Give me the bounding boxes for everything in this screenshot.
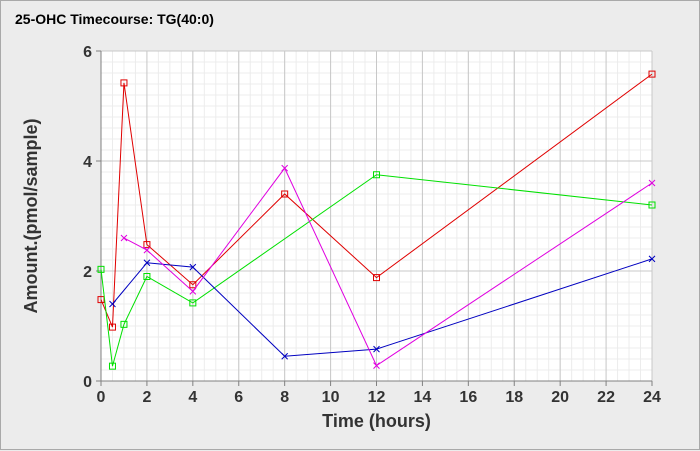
data-point <box>648 255 656 263</box>
x-tick-label: 14 <box>414 389 432 406</box>
y-axis-label: Amount.(pmol/sample) <box>21 118 41 313</box>
x-tick-label: 2 <box>142 389 151 406</box>
data-point <box>648 179 656 187</box>
x-tick-label: 12 <box>368 389 386 406</box>
data-point <box>109 300 116 308</box>
x-tick-label: 18 <box>505 389 523 406</box>
y-tick-label: 4 <box>83 154 92 171</box>
data-point <box>143 246 151 254</box>
data-point <box>648 201 656 209</box>
data-point <box>189 263 197 271</box>
data-point <box>97 265 105 273</box>
data-point <box>143 273 151 280</box>
series-2 <box>97 171 656 370</box>
y-tick-label: 6 <box>83 44 92 61</box>
y-tick-label: 2 <box>83 264 92 281</box>
series-3 <box>109 255 656 360</box>
x-tick-label: 4 <box>188 389 197 406</box>
data-point <box>120 79 128 87</box>
x-tick-label: 6 <box>234 389 243 406</box>
data-point <box>648 70 656 78</box>
x-tick-label: 24 <box>643 389 661 406</box>
data-point <box>373 171 380 179</box>
data-point <box>120 234 128 242</box>
y-tick-label: 0 <box>83 374 92 391</box>
data-point <box>281 190 289 198</box>
data-point <box>373 345 380 353</box>
data-point <box>189 281 197 289</box>
series-line <box>112 258 653 357</box>
data-point <box>120 320 128 328</box>
data-point <box>373 362 380 369</box>
x-tick-label: 0 <box>97 389 106 406</box>
x-axis-label: Time (hours) <box>322 411 431 431</box>
data-point <box>108 362 116 370</box>
data-point <box>281 164 289 172</box>
data-point <box>189 299 197 307</box>
x-tick-label: 8 <box>280 389 289 406</box>
series-line <box>123 167 653 367</box>
series-line <box>100 174 653 367</box>
x-tick-label: 10 <box>322 389 340 406</box>
series-4 <box>120 164 656 369</box>
x-tick-label: 20 <box>551 389 569 406</box>
data-point <box>108 323 116 331</box>
chart-title: 25-OHC Timecourse: TG(40:0) <box>15 11 214 27</box>
data-point <box>97 296 105 304</box>
data-point <box>143 259 151 267</box>
x-tick-label: 16 <box>459 389 477 406</box>
data-point <box>189 287 197 295</box>
data-point <box>143 241 151 249</box>
x-tick-label: 22 <box>597 389 615 406</box>
data-point <box>373 274 380 282</box>
data-point <box>281 352 289 360</box>
